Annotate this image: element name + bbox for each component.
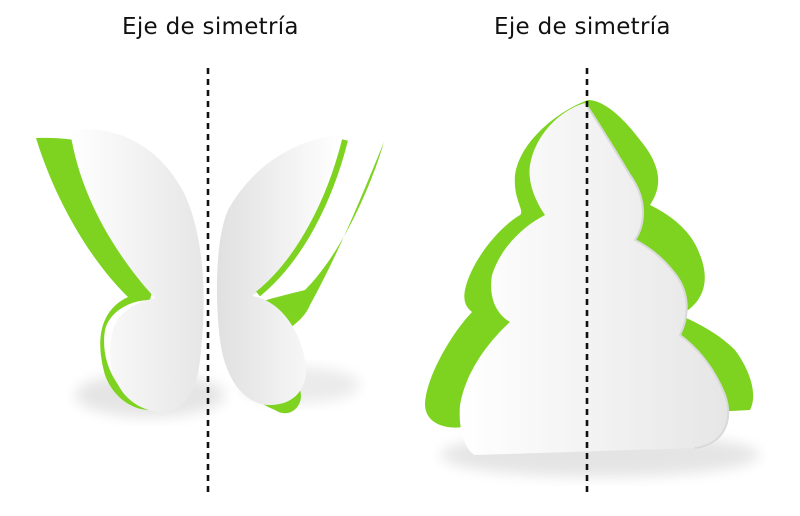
symmetry-axis-label-left: Eje de simetría xyxy=(122,14,299,40)
butterfly-figure xyxy=(36,129,384,417)
symmetry-axis-label-right: Eje de simetría xyxy=(494,14,671,40)
tree-figure xyxy=(425,100,760,477)
